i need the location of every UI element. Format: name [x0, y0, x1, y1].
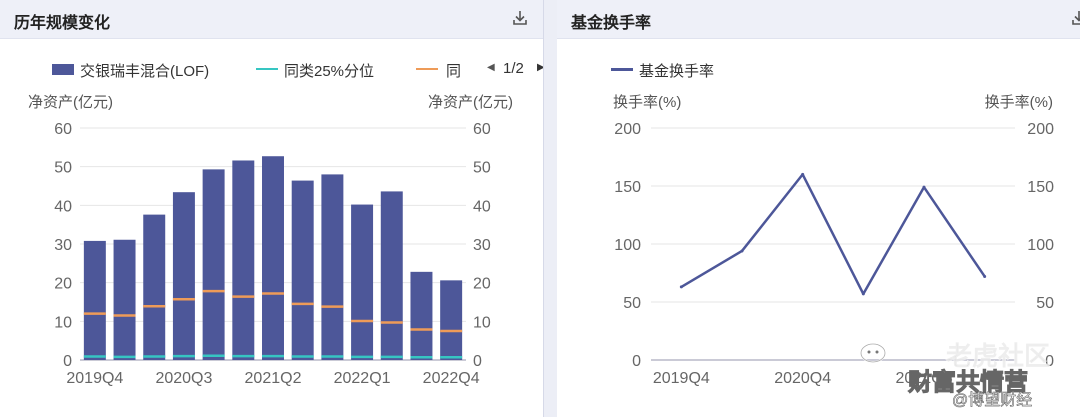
legend-item-75pct[interactable]: 同 [416, 60, 472, 80]
bar [380, 191, 403, 360]
y-tick-label-right: 50 [473, 160, 491, 177]
x-tick-label: 2022Q4 [423, 370, 480, 387]
y-tick-label-left: 100 [614, 237, 641, 254]
turnover-line-chart: 换手率(%) 换手率(%) 0 0 50 50 100 100 150 150 200 200 2019… [613, 94, 1054, 387]
panel-title: 基金换手率 [571, 15, 652, 32]
y-tick-label-right: 60 [473, 121, 491, 138]
panel-header: 历年规模变化 [0, 0, 543, 39]
turnover-line [680, 173, 986, 296]
x-tick-label: 2020Q4 [774, 370, 831, 387]
bar [172, 192, 195, 360]
y-tick-label-right: 100 [1027, 237, 1054, 254]
turnover-panel: 基金换手率 基金换手率 换手率(%) 换手率(%) 0 0 50 50 100 100 150 1… [557, 0, 1080, 417]
panel-header: 基金换手率 [557, 0, 1080, 39]
y-tick-label-left: 0 [632, 353, 641, 370]
legend-swatch-line [611, 68, 633, 71]
y-tick-label-right: 40 [473, 198, 491, 215]
y-tick-label-right: 10 [473, 314, 491, 331]
data-point [679, 285, 683, 289]
legend-label: 同 [446, 63, 462, 80]
legend-label: 同类25%分位 [284, 63, 375, 80]
bar [351, 204, 374, 360]
y-tick-label-left: 10 [54, 314, 72, 331]
y-tick-label-right: 20 [473, 276, 491, 293]
scale-change-panel: 历年规模变化 交银瑞丰混合(LOF) 同类25%分位 同 ◀ 1/2 ▶ 净资产… [0, 0, 544, 417]
bar [143, 214, 166, 360]
y-tick-label-left: 20 [54, 276, 72, 293]
y-tick-label-left: 50 [54, 160, 72, 177]
pager-next-button[interactable]: ▶ [537, 62, 544, 73]
x-tick-label: 2021Q4 [896, 370, 953, 387]
y-tick-label-left: 40 [54, 198, 72, 215]
y-tick-label-right: 0 [473, 353, 482, 370]
bar [232, 160, 255, 360]
legend-swatch-bar [52, 64, 74, 75]
data-point [861, 292, 865, 296]
x-tick-label: 2022Q1 [334, 370, 391, 387]
y-axis-title-left: 净资产(亿元) [28, 94, 113, 111]
download-icon[interactable] [511, 9, 529, 27]
y-axis-title-right: 净资产(亿元) [428, 94, 513, 111]
y-axis-title-left: 换手率(%) [613, 94, 681, 111]
x-tick-label: 2021Q2 [245, 370, 302, 387]
bar [83, 240, 106, 360]
y-tick-label-left: 30 [54, 237, 72, 254]
x-tick-label: 2019Q4 [653, 370, 710, 387]
y-tick-label-left: 60 [54, 121, 72, 138]
bar [113, 239, 136, 360]
y-tick-label-right: 50 [1036, 295, 1054, 312]
y-tick-label-left: 0 [63, 353, 72, 370]
y-tick-label-left: 150 [614, 179, 641, 196]
y-tick-label-right: 30 [473, 237, 491, 254]
y-tick-label-right: 200 [1027, 121, 1054, 138]
x-tick-label: 2020Q3 [155, 370, 212, 387]
legend-swatch-line [416, 68, 438, 70]
bar [291, 180, 314, 360]
y-tick-label-left: 50 [623, 295, 641, 312]
download-icon[interactable] [1070, 9, 1080, 27]
legend-label: 基金换手率 [639, 63, 715, 80]
pager-page-number: 1/2 [503, 60, 524, 77]
bar [321, 174, 344, 360]
y-axis-title-right: 换手率(%) [985, 94, 1053, 111]
bar [262, 156, 284, 360]
x-tick-label: 2019Q4 [66, 370, 123, 387]
data-point [983, 274, 987, 278]
bar [202, 169, 225, 360]
data-point [740, 249, 744, 253]
legend-swatch-line [256, 68, 278, 70]
panel-title: 历年规模变化 [14, 15, 111, 32]
y-tick-label-right: 0 [1045, 353, 1054, 370]
data-point [922, 185, 926, 189]
bar [440, 280, 463, 360]
scale-bar-chart: 净资产(亿元) 净资产(亿元) 0 0 10 10 20 20 30 30 40 40 50 50 60 60… [28, 94, 513, 387]
y-tick-label-right: 150 [1027, 179, 1054, 196]
data-point [801, 172, 805, 176]
bar [410, 271, 433, 360]
legend-label: 交银瑞丰混合(LOF) [80, 63, 210, 80]
y-tick-label-left: 200 [614, 121, 641, 138]
pager-prev-button[interactable]: ◀ [487, 62, 495, 73]
